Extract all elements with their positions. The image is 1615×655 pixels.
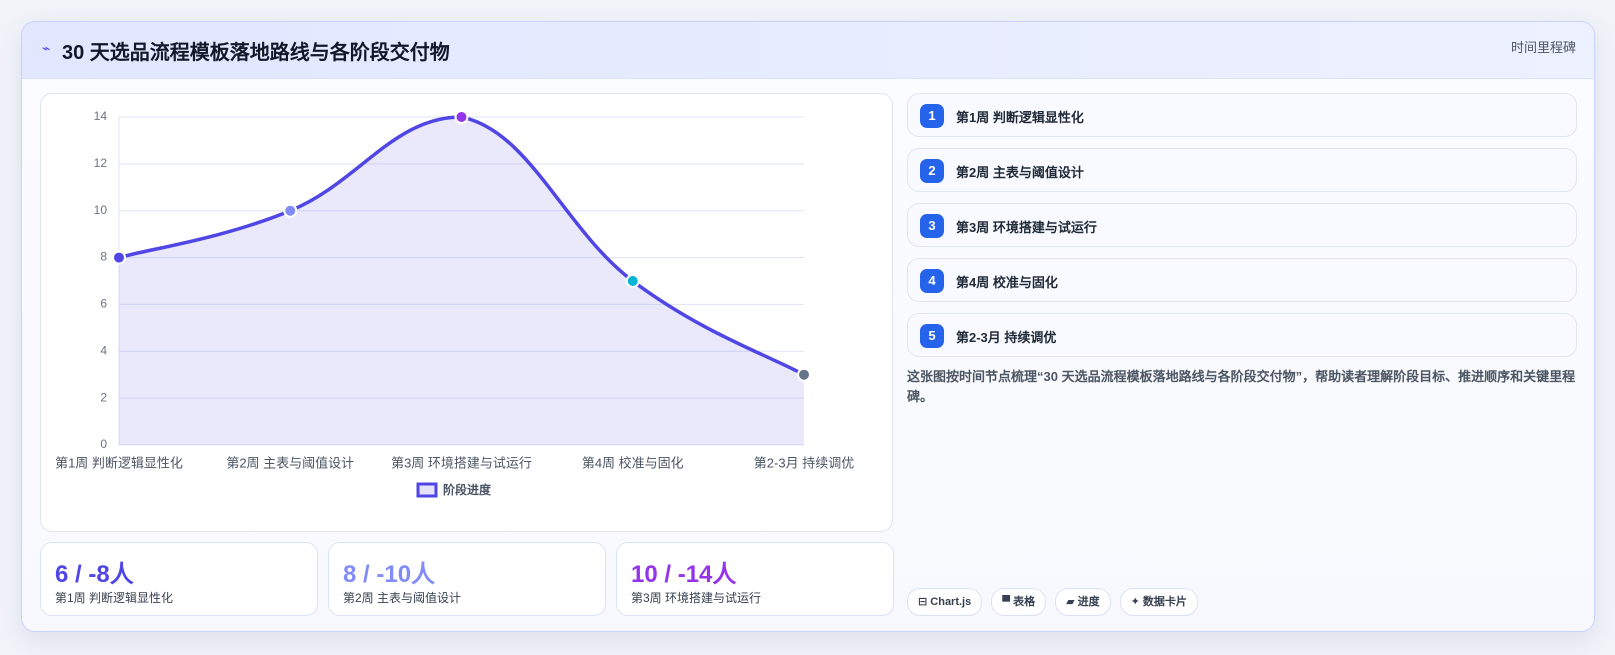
kpi-card: 8 / -10人第2周 主表与阈值设计 <box>328 542 606 616</box>
y-tick-label: 4 <box>100 343 107 357</box>
step-number: 5 <box>920 324 944 348</box>
tag-icon: ✦ <box>1130 596 1143 608</box>
x-tick-label: 第4周 校准与固化 <box>582 455 684 470</box>
legend-label: 阶段进度 <box>443 482 492 497</box>
x-tick-label: 第3周 环境搭建与试运行 <box>391 455 532 470</box>
y-tick-label: 0 <box>100 437 107 451</box>
step-label: 第3周 环境搭建与试运行 <box>956 220 1097 235</box>
y-tick-label: 14 <box>94 109 108 123</box>
y-tick-label: 6 <box>100 297 107 311</box>
step-label: 第2周 主表与阈值设计 <box>956 165 1084 180</box>
chart: 0 2 4 6 8 10 12 14 第1周 判断逻辑显性化 第2周 主表与阈值设计 第3周 环境搭… <box>55 109 854 498</box>
step-item: 2 第2周 主表与阈值设计 <box>907 148 1577 192</box>
step-number: 3 <box>920 214 944 238</box>
tag-label: 进度 <box>1077 596 1100 608</box>
step-label: 第4周 校准与固化 <box>956 275 1058 290</box>
tag-label: 数据卡片 <box>1142 596 1187 608</box>
tag: ▰ 进度 <box>1055 588 1111 616</box>
tag: ▀ 表格 <box>991 588 1047 616</box>
y-tick-label: 8 <box>100 250 107 264</box>
point <box>625 274 640 288</box>
kpi-label: 第1周 判断逻辑显性化 <box>55 591 174 605</box>
point <box>283 203 298 218</box>
title: 30 天选品流程模板落地路线与各阶段交付物 <box>62 42 450 64</box>
header: ⌁ 30 天选品流程模板落地路线与各阶段交付物 时间里程碑 <box>22 22 1594 79</box>
tag-icon: ▀ <box>1002 596 1014 608</box>
tag-row: ⊟ Chart.js ▀ 表格 ▰ 进度 ✦ 数据卡片 <box>907 588 1198 616</box>
tag: ✦ 数据卡片 <box>1119 588 1198 616</box>
x-tick-label: 第1周 判断逻辑显性化 <box>55 455 183 470</box>
kpi-label: 第2周 主表与阈值设计 <box>343 591 462 605</box>
dashboard-card: ⌁ 30 天选品流程模板落地路线与各阶段交付物 时间里程碑 0 2 4 6 8 10 12 1… <box>21 21 1595 632</box>
step-item: 5 第2-3月 持续调优 <box>907 313 1577 357</box>
step-number: 2 <box>920 159 944 183</box>
kpi-card: 6 / -8人第1周 判断逻辑显性化 <box>40 542 318 616</box>
step-item: 1 第1周 判断逻辑显性化 <box>907 93 1577 137</box>
tag-icon: ⊟ <box>918 596 931 608</box>
kpi-value: 10 / -14人 <box>631 561 737 588</box>
step-number: 1 <box>920 104 944 128</box>
description: 这张图按时间节点梳理“30 天选品流程模板落地路线与各阶段交付物”，帮助读者理解… <box>907 369 1576 404</box>
point <box>797 367 811 382</box>
legend-swatch <box>416 482 438 498</box>
tag-label: Chart.js <box>930 596 972 608</box>
line-area <box>119 117 804 445</box>
header-icon: ⌁ <box>42 40 51 56</box>
tag-label: 表格 <box>1013 596 1036 608</box>
point <box>454 110 469 124</box>
x-tick-label: 第2-3月 持续调优 <box>754 455 854 470</box>
y-tick-label: 12 <box>94 156 108 170</box>
y-tick-label: 10 <box>94 203 108 217</box>
kpi-label: 第3周 环境搭建与试运行 <box>631 591 762 605</box>
kpi-value: 8 / -10人 <box>343 561 436 588</box>
x-tick-label: 第2周 主表与阈值设计 <box>226 455 354 470</box>
chart-panel: 0 2 4 6 8 10 12 14 第1周 判断逻辑显性化 第2周 主表与阈值设计 第3周 环境搭… <box>40 93 893 532</box>
step-label: 第1周 判断逻辑显性化 <box>956 110 1084 125</box>
point <box>112 250 126 265</box>
y-tick-label: 2 <box>100 390 107 404</box>
tag: ⊟ Chart.js <box>907 588 983 616</box>
tag-icon: ▰ <box>1066 596 1078 608</box>
kpi-value: 6 / -8人 <box>55 561 134 588</box>
step-number: 4 <box>920 269 944 293</box>
badge: 时间里程碑 <box>1510 40 1576 55</box>
step-item: 4 第4周 校准与固化 <box>907 258 1577 302</box>
step-item: 3 第3周 环境搭建与试运行 <box>907 203 1577 247</box>
step-label: 第2-3月 持续调优 <box>956 330 1057 345</box>
kpi-card: 10 / -14人第3周 环境搭建与试运行 <box>616 542 894 616</box>
